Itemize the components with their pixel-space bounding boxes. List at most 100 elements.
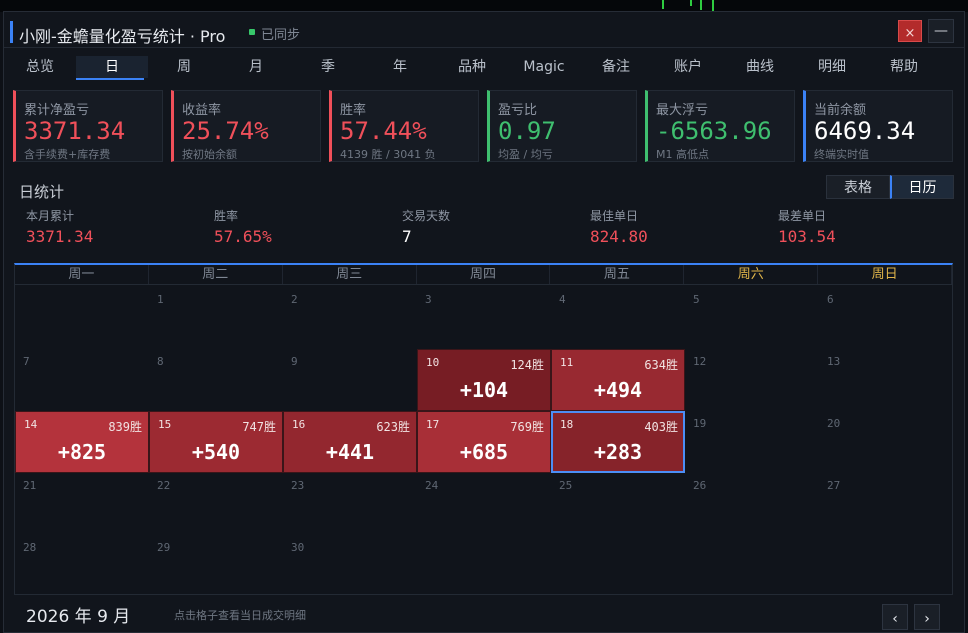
- day-number: 29: [157, 541, 171, 554]
- day-wins: 124胜: [510, 358, 544, 372]
- tab-0[interactable]: 总览: [26, 59, 54, 75]
- tab-2[interactable]: 周: [177, 59, 191, 75]
- calendar-day-cell[interactable]: 19: [685, 411, 819, 473]
- view-table-button[interactable]: 表格: [826, 175, 890, 199]
- day-number: 2: [291, 293, 298, 306]
- month-stat: 最佳单日 824.80: [590, 207, 648, 246]
- minimize-button[interactable]: —: [928, 19, 954, 43]
- day-pnl: +825: [57, 440, 107, 464]
- day-number: 11: [560, 356, 574, 369]
- day-wins: 747胜: [242, 420, 276, 434]
- title-bar[interactable]: 小刚-金蟾量化盈亏统计 · Pro 已同步 × —: [4, 12, 964, 48]
- tab-9[interactable]: 账户: [674, 59, 702, 75]
- day-pnl: +104: [459, 378, 509, 402]
- calendar-day-cell[interactable]: 8: [149, 349, 283, 411]
- main-tabs: 总览 日 周 月 季 年 品种 Magic 备注 账户 曲线 明细 帮助: [4, 56, 964, 80]
- calendar-day-cell[interactable]: 10 124胜 +104: [417, 349, 551, 411]
- day-pnl: +283: [593, 440, 643, 464]
- day-number: 25: [559, 479, 573, 492]
- month-stat: 本月累计 3371.34: [26, 207, 93, 246]
- view-calendar-button[interactable]: 日历: [890, 175, 954, 199]
- tab-3[interactable]: 月: [249, 59, 263, 75]
- window-title: 小刚-金蟾量化盈亏统计 · Pro: [19, 27, 226, 46]
- calendar-day-cell[interactable]: 1: [149, 287, 283, 349]
- tab-6[interactable]: 品种: [458, 59, 486, 75]
- calendar-day-cell[interactable]: 9: [283, 349, 417, 411]
- calendar-day-cell[interactable]: 4: [551, 287, 685, 349]
- sync-status: 已同步: [261, 28, 301, 43]
- calendar-day-cell[interactable]: 26: [685, 473, 819, 535]
- tab-8[interactable]: 备注: [602, 59, 630, 75]
- calendar-day-cell[interactable]: 21: [15, 473, 149, 535]
- day-number: 7: [23, 355, 30, 368]
- calendar-day-cell[interactable]: 30: [283, 535, 417, 597]
- day-number: 9: [291, 355, 298, 368]
- card-subtitle: 均盈 / 均亏: [498, 148, 553, 161]
- calendar-day-cell[interactable]: 16 623胜 +441: [283, 411, 417, 473]
- stat-value: 57.65%: [214, 227, 272, 246]
- calendar-day-cell[interactable]: 11 634胜 +494: [551, 349, 685, 411]
- view-toggle: 表格 日历: [826, 175, 954, 199]
- calendar-day-cell[interactable]: 24: [417, 473, 551, 535]
- card-label: 累计净盈亏: [24, 103, 90, 118]
- stat-value: 3371.34: [26, 227, 94, 246]
- summary-card: 收益率 25.74% 按初始余额: [171, 90, 321, 162]
- day-number: 1: [157, 293, 164, 306]
- summary-card: 当前余额 6469.34 终端实时值: [803, 90, 953, 162]
- calendar-day-cell[interactable]: 5: [685, 287, 819, 349]
- day-pnl: +441: [325, 440, 375, 464]
- stat-value: 7: [402, 227, 412, 246]
- calendar-day-cell[interactable]: 2: [283, 287, 417, 349]
- tab-7[interactable]: Magic: [523, 59, 565, 75]
- day-number: 26: [693, 479, 707, 492]
- stat-label: 最佳单日: [590, 209, 639, 223]
- calendar-day-cell[interactable]: 23: [283, 473, 417, 535]
- calendar-day-cell[interactable]: 14 839胜 +825: [15, 411, 149, 473]
- day-wins: 769胜: [510, 420, 544, 434]
- tab-12[interactable]: 帮助: [890, 59, 918, 75]
- tab-4[interactable]: 季: [321, 59, 335, 75]
- summary-card: 累计净盈亏 3371.34 含手续费+库存费: [13, 90, 163, 162]
- background-candle: [690, 0, 692, 6]
- tab-1[interactable]: 日: [76, 56, 148, 80]
- stat-label: 交易天数: [402, 209, 451, 223]
- title-accent-bar: [10, 21, 13, 43]
- calendar-day-cell[interactable]: 25: [551, 473, 685, 535]
- card-value: 6469.34: [814, 117, 916, 145]
- day-number: 16: [292, 418, 306, 431]
- calendar-day-cell[interactable]: 3: [417, 287, 551, 349]
- day-number: 3: [425, 293, 432, 306]
- close-button[interactable]: ×: [898, 20, 922, 42]
- calendar-day-cell[interactable]: 22: [149, 473, 283, 535]
- card-subtitle: 按初始余额: [182, 148, 237, 161]
- day-number: 15: [158, 418, 172, 431]
- calendar-day-cell[interactable]: 29: [149, 535, 283, 597]
- background-chart-strip: [0, 0, 968, 12]
- card-value: 25.74%: [182, 117, 269, 145]
- calendar-day-cell[interactable]: 20: [819, 411, 953, 473]
- calendar-day-cell[interactable]: 28: [15, 535, 149, 597]
- calendar-weekday-header: 周一 周二 周三 周四 周五 周六 周日: [15, 265, 953, 285]
- day-number: 19: [693, 417, 707, 430]
- day-wins: 623胜: [376, 420, 410, 434]
- tab-10[interactable]: 曲线: [746, 59, 774, 75]
- calendar-day-cell[interactable]: 6: [819, 287, 953, 349]
- tab-11[interactable]: 明细: [818, 59, 846, 75]
- day-number: 27: [827, 479, 841, 492]
- calendar-day-cell[interactable]: 15 747胜 +540: [149, 411, 283, 473]
- prev-month-button[interactable]: ‹: [882, 604, 908, 630]
- calendar-day-cell[interactable]: 18 403胜 +283: [551, 411, 685, 473]
- summary-card: 胜率 57.44% 4139 胜 / 3041 负: [329, 90, 479, 162]
- next-month-button[interactable]: ›: [914, 604, 940, 630]
- day-number: 17: [426, 418, 440, 431]
- card-subtitle: 含手续费+库存费: [24, 148, 111, 161]
- day-number: 6: [827, 293, 834, 306]
- calendar-day-cell[interactable]: 17 769胜 +685: [417, 411, 551, 473]
- calendar-day-cell[interactable]: 12: [685, 349, 819, 411]
- calendar-day-cell[interactable]: 7: [15, 349, 149, 411]
- card-label: 收益率: [182, 103, 222, 118]
- calendar-day-cell[interactable]: 13: [819, 349, 953, 411]
- card-label: 最大浮亏: [656, 103, 709, 118]
- tab-5[interactable]: 年: [393, 59, 407, 75]
- calendar-day-cell[interactable]: 27: [819, 473, 953, 535]
